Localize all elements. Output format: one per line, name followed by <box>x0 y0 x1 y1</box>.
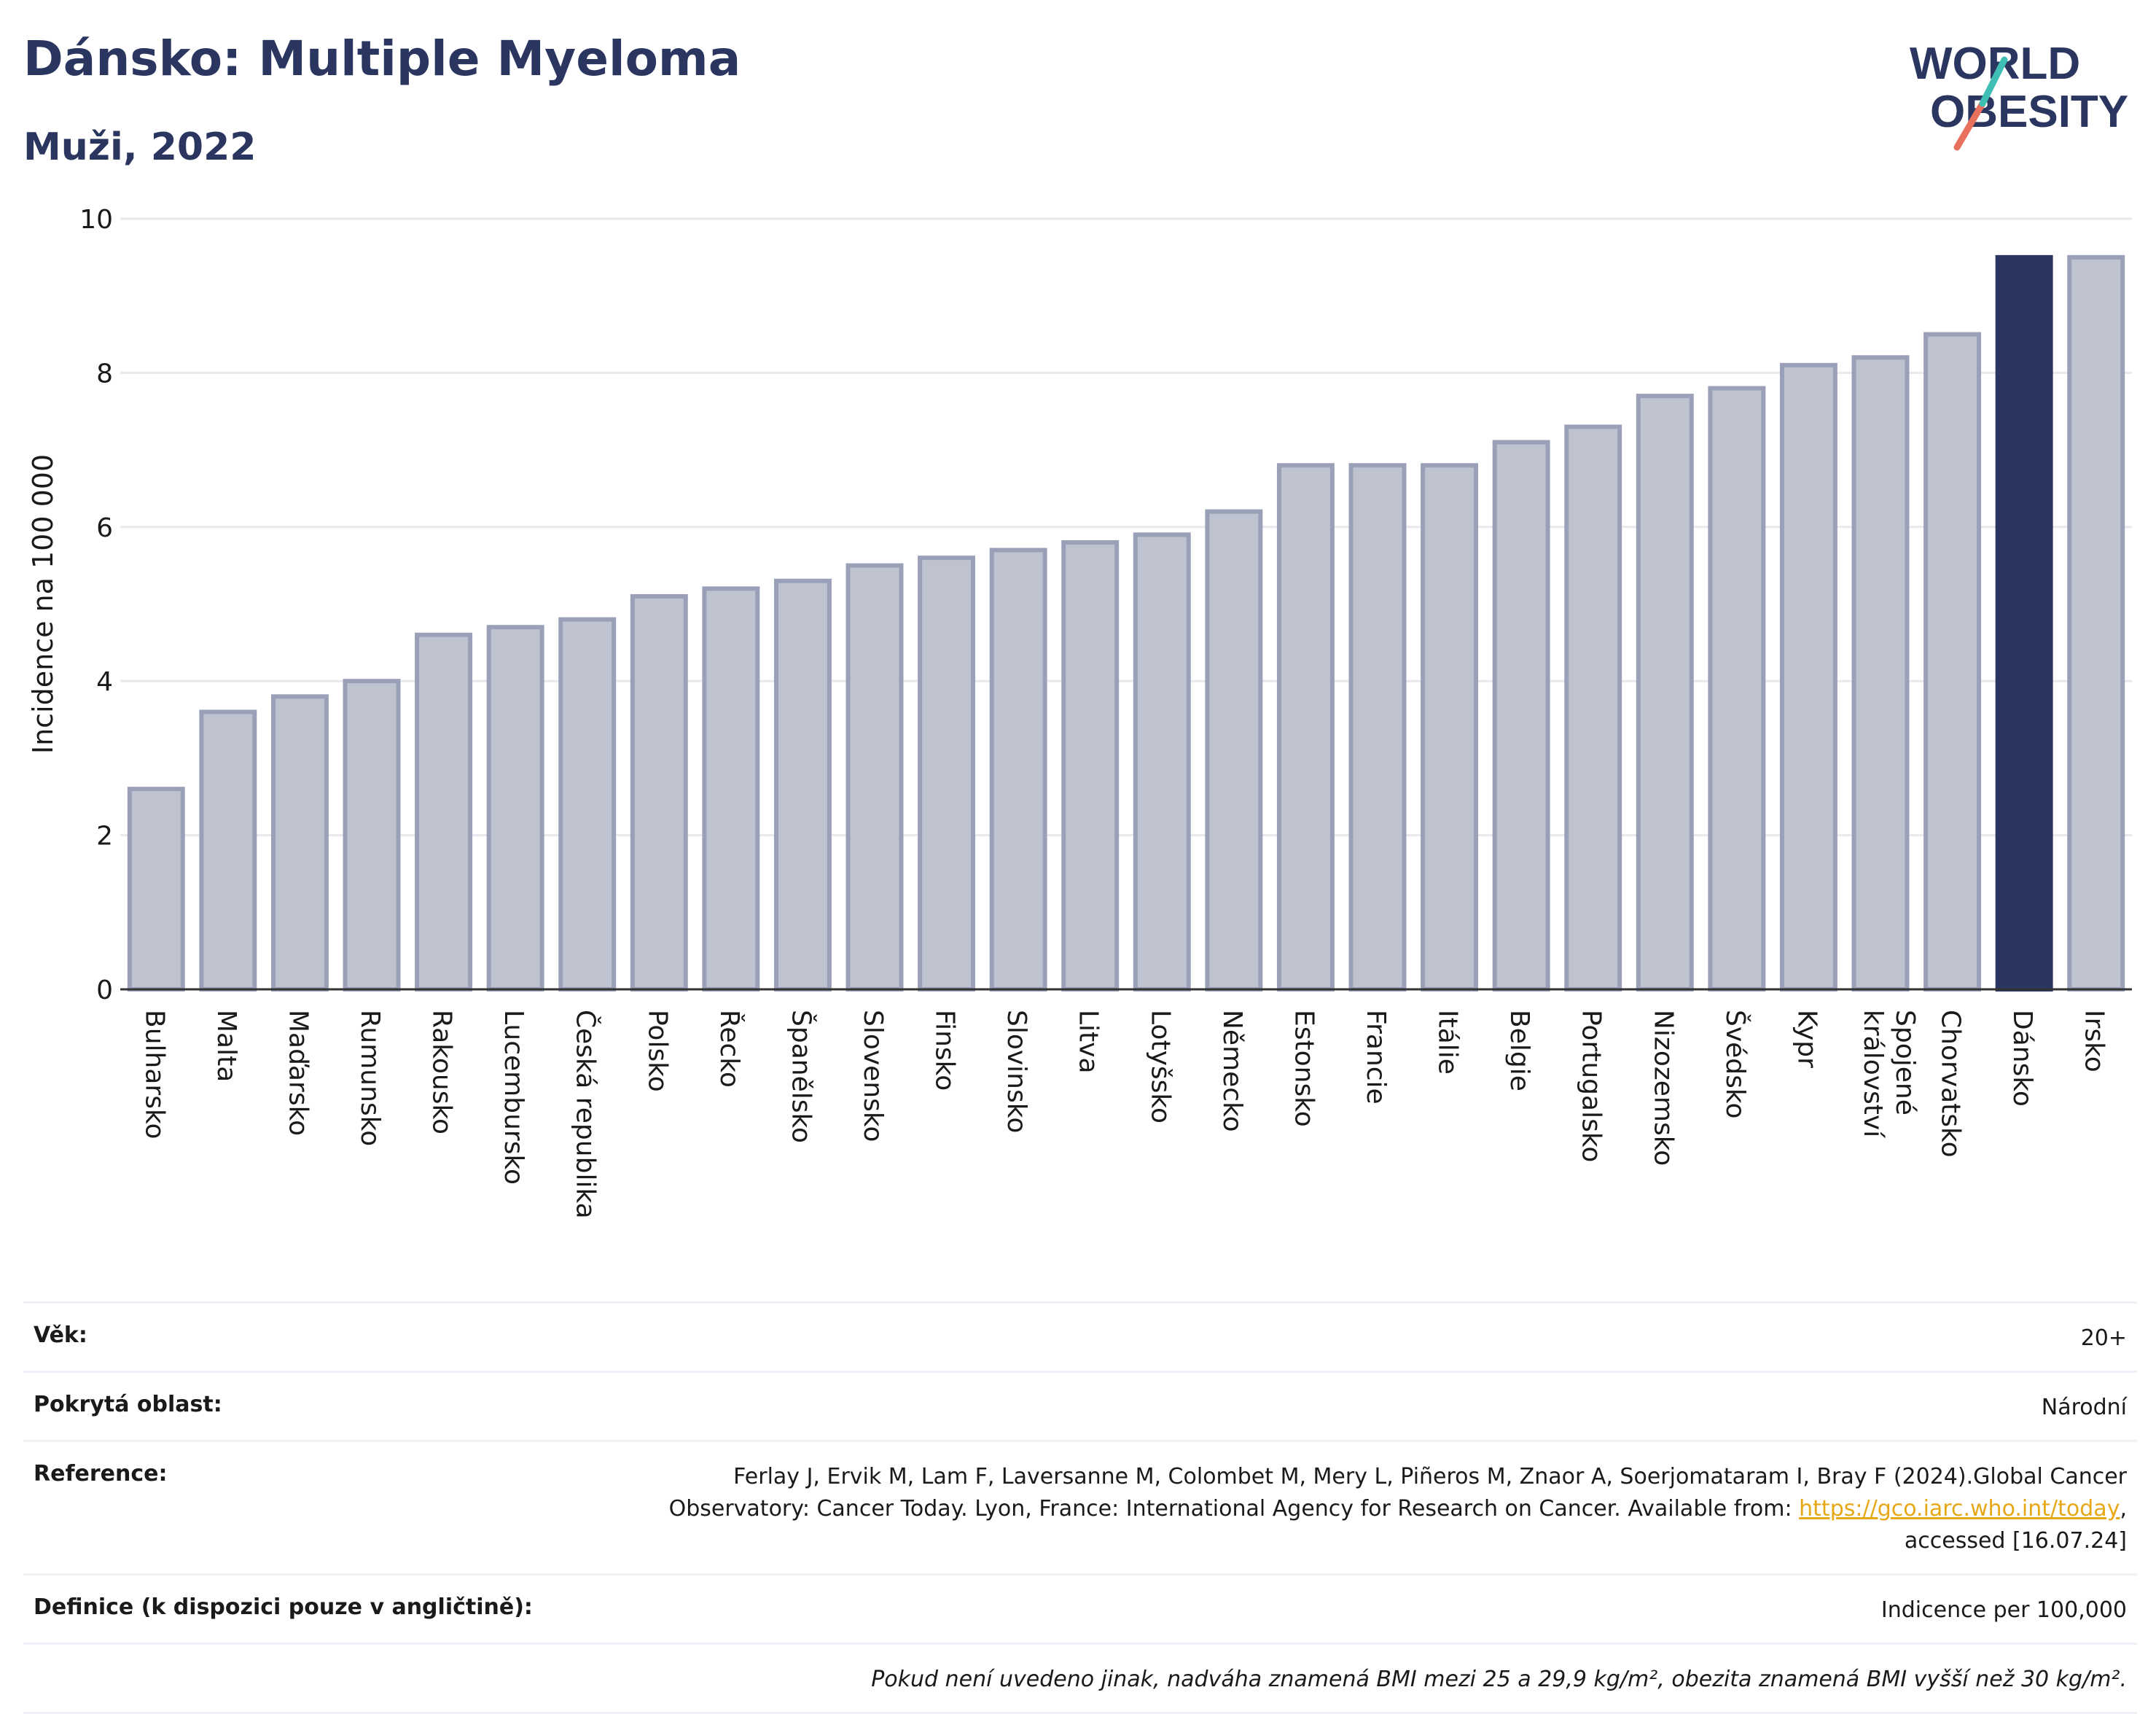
bar-švédsko <box>1708 386 1766 992</box>
x-tick-label: Malta <box>211 1010 241 1082</box>
world-obesity-logo: WORLD OBESITY <box>1910 39 2128 151</box>
logo-line2: OBESITY <box>1930 87 2128 137</box>
page-title: Dánsko: Multiple Myeloma <box>23 31 741 87</box>
bar-lotyšsko <box>1133 532 1191 992</box>
bar-lucembursko <box>486 625 544 992</box>
bars <box>127 254 2125 992</box>
page-subtitle: Muži, 2022 <box>23 125 257 169</box>
x-tick-label: Itálie <box>1433 1010 1463 1075</box>
reference-line1: Ferlay J, Ervik M, Lam F, Laversanne M, … <box>733 1464 2127 1489</box>
bar-francie <box>1348 463 1407 992</box>
bar-nizozemsko <box>1636 394 1694 992</box>
bar-španělsko <box>773 578 832 992</box>
bar-česká-republika <box>558 617 617 992</box>
meta-row-age: Věk: 20+ <box>23 1301 2137 1371</box>
x-tick-label: Francie <box>1361 1010 1391 1105</box>
y-axis-ticks: 0 2 4 6 8 10 <box>79 205 113 1005</box>
metadata-table: Věk: 20+ Pokrytá oblast: Národní Referen… <box>23 1301 2137 1714</box>
bar-rakousko <box>415 632 473 992</box>
x-tick-label: Maďarsko <box>283 1010 313 1136</box>
x-tick-label: Polsko <box>642 1010 672 1092</box>
bar-německo <box>1205 509 1263 992</box>
bar-malta <box>199 709 257 992</box>
y-tick-label: 0 <box>96 975 113 1005</box>
x-tick-label: Rakousko <box>427 1010 457 1134</box>
reference-line2: Observatory: Cancer Today. Lyon, France:… <box>668 1496 1800 1522</box>
x-tick-label: Německo <box>1217 1010 1247 1132</box>
x-tick-label: Litva <box>1074 1010 1104 1074</box>
reference-line3: accessed [16.07.24] <box>1904 1528 2127 1554</box>
reference-line2-end: , <box>2120 1496 2127 1522</box>
meta-row-reference: Reference: Ferlay J, Ervik M, Lam F, Lav… <box>23 1440 2137 1573</box>
definition-label: Definice (k dispozici pouze v angličtině… <box>34 1594 533 1620</box>
bar-itálie <box>1421 463 1479 992</box>
y-tick-label: 10 <box>79 205 113 235</box>
bar-dánsko <box>1995 254 2053 992</box>
x-tick-label: Lucembursko <box>499 1010 528 1185</box>
x-tick-label: Irsko <box>2079 1010 2109 1072</box>
y-tick-label: 4 <box>96 667 113 697</box>
bar-rumunsko <box>343 679 401 992</box>
bar-bulharsko <box>127 787 185 992</box>
x-tick-label: Estonsko <box>1289 1010 1319 1127</box>
y-tick-label: 6 <box>96 513 113 543</box>
definition-value: Indicence per 100,000 <box>1880 1597 2127 1623</box>
area-value: Národní <box>2041 1395 2127 1420</box>
y-axis-label: Incidence na 100 000 <box>27 454 59 754</box>
bar-polsko <box>630 593 688 992</box>
x-tick-label: Kypr <box>1792 1010 1821 1068</box>
meta-row-area: Pokrytá oblast: Národní <box>23 1371 2137 1440</box>
bar-chorvatsko <box>1923 332 1982 992</box>
bar-slovinsko <box>989 548 1047 992</box>
bar-řecko <box>702 586 760 992</box>
bar-estonsko <box>1276 463 1335 992</box>
reference-link[interactable]: https://gco.iarc.who.int/today <box>1799 1496 2120 1522</box>
meta-row-note: Pokud není uvedeno jinak, nadváha znamen… <box>23 1643 2137 1714</box>
x-tick-label: Finsko <box>930 1010 960 1091</box>
x-tick-label: Španělsko <box>786 1010 816 1143</box>
bar-maďarsko <box>270 694 329 992</box>
x-tick-label: Slovensko <box>858 1010 888 1142</box>
bar-irsko <box>2067 254 2125 992</box>
x-tick-label: Švédsko <box>1720 1010 1751 1119</box>
x-tick-label: Rumunsko <box>355 1010 385 1146</box>
age-value: 20+ <box>2080 1325 2127 1351</box>
x-tick-label: Česká republika <box>571 1010 601 1219</box>
x-tick-label: Nizozemsko <box>1648 1010 1678 1166</box>
bar-spojené-království <box>1851 355 1910 992</box>
meta-row-definition: Definice (k dispozici pouze v angličtině… <box>23 1573 2137 1643</box>
y-tick-label: 2 <box>96 822 113 852</box>
area-label: Pokrytá oblast: <box>34 1392 222 1417</box>
x-tick-label: Bulharsko <box>139 1010 169 1140</box>
x-tick-label: Spojenékrálovství <box>1858 1010 1920 1138</box>
bar-finsko <box>918 556 976 992</box>
bar-chart: 0 2 4 6 8 10 Bulharsko Malta Maďarsko Rumunsko Ra… <box>27 205 2132 1219</box>
x-tick-label: Řecko <box>714 1010 745 1088</box>
bar-belgie <box>1492 440 1550 992</box>
age-label: Věk: <box>34 1322 87 1348</box>
x-tick-label: Portugalsko <box>1577 1010 1606 1162</box>
x-tick-label: Slovinsko <box>1001 1010 1031 1133</box>
x-tick-label: Lotyšsko <box>1145 1010 1175 1123</box>
reference-label: Reference: <box>34 1461 168 1487</box>
bar-litva <box>1061 539 1120 992</box>
x-axis-labels: Bulharsko Malta Maďarsko Rumunsko Rakousko Lu… <box>139 1010 2109 1219</box>
bar-slovensko <box>845 563 904 992</box>
y-tick-label: 8 <box>96 359 113 389</box>
reference-value: Ferlay J, Ervik M, Lam F, Laversanne M, … <box>669 1461 2127 1557</box>
bar-portugalsko <box>1564 424 1622 992</box>
x-tick-label: Dánsko <box>2007 1010 2037 1107</box>
bar-kypr <box>1779 362 1837 992</box>
x-tick-label: Chorvatsko <box>1936 1010 1966 1158</box>
x-tick-label: Belgie <box>1504 1010 1534 1091</box>
footnote: Pokud není uvedeno jinak, nadváha znamen… <box>871 1667 2127 1692</box>
